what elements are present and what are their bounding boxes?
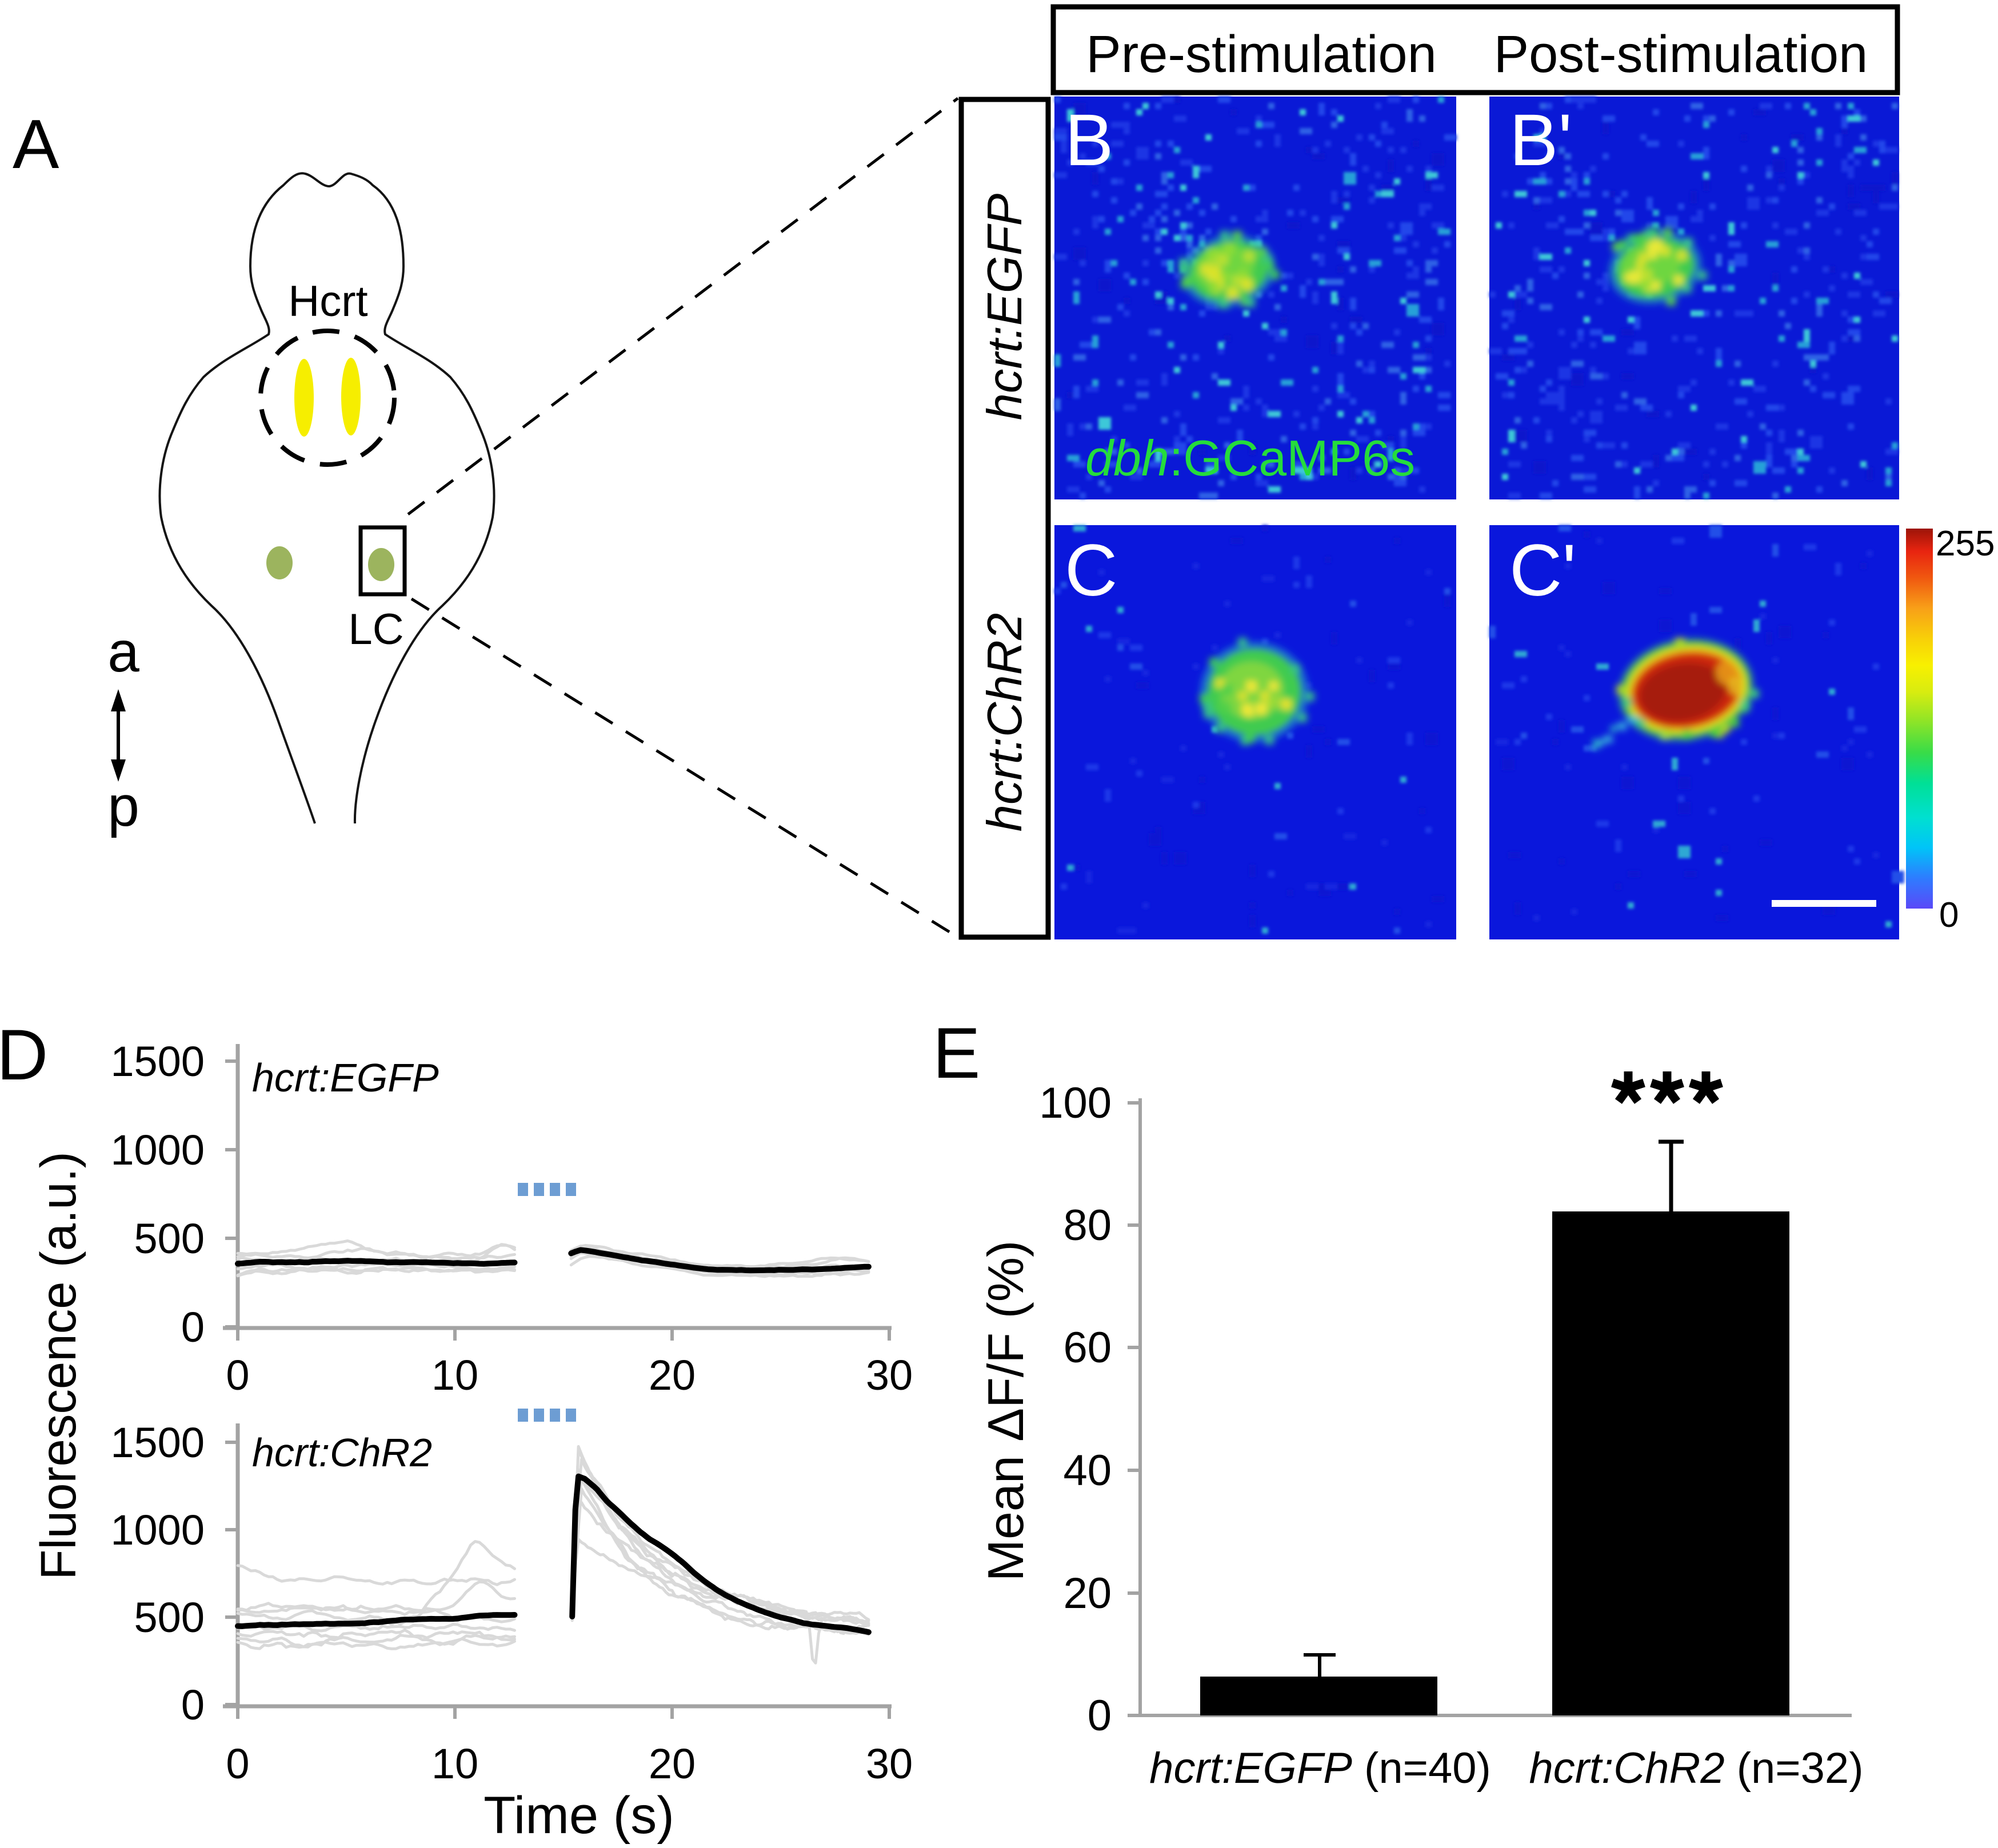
- svg-text:a: a: [107, 620, 139, 684]
- svg-text:Mean ΔF/F (%): Mean ΔF/F (%): [977, 1241, 1034, 1582]
- svg-text:B': B': [1509, 99, 1572, 181]
- svg-text:30: 30: [866, 1740, 913, 1787]
- svg-text:20: 20: [649, 1351, 696, 1399]
- svg-text:20: 20: [649, 1740, 696, 1787]
- svg-text:0: 0: [226, 1740, 249, 1787]
- svg-text:p: p: [107, 774, 139, 838]
- svg-text:20: 20: [1063, 1569, 1112, 1618]
- svg-text:255: 255: [1936, 524, 1995, 563]
- svg-text:1000: 1000: [110, 1506, 205, 1554]
- svg-text:hcrt:ChR2: hcrt:ChR2: [252, 1430, 432, 1475]
- svg-text:hcrt:ChR2: hcrt:ChR2: [978, 613, 1032, 832]
- svg-text:Time (s): Time (s): [483, 1786, 674, 1845]
- svg-text:A: A: [13, 105, 59, 183]
- svg-text:hcrt:EGFP (n=40): hcrt:EGFP (n=40): [1149, 1744, 1491, 1793]
- svg-text:Fluorescence (a.u.): Fluorescence (a.u.): [31, 1151, 86, 1579]
- svg-text:500: 500: [134, 1215, 205, 1262]
- svg-text:10: 10: [431, 1351, 478, 1399]
- svg-text:0: 0: [181, 1303, 205, 1351]
- svg-text:LC: LC: [348, 605, 403, 654]
- svg-text:Hcrt: Hcrt: [288, 277, 367, 326]
- svg-text:100: 100: [1039, 1079, 1112, 1127]
- svg-text:10: 10: [431, 1740, 478, 1787]
- svg-text:dbh:GCaMP6s: dbh:GCaMP6s: [1085, 430, 1415, 486]
- svg-text:B: B: [1065, 99, 1113, 181]
- svg-text:0: 0: [1088, 1691, 1112, 1740]
- svg-text:60: 60: [1063, 1323, 1112, 1372]
- svg-text:Post-stimulation: Post-stimulation: [1494, 25, 1868, 83]
- svg-text:0: 0: [181, 1681, 205, 1729]
- svg-text:C: C: [1065, 530, 1117, 611]
- svg-text:1000: 1000: [110, 1126, 205, 1174]
- svg-text:80: 80: [1063, 1201, 1112, 1250]
- svg-text:40: 40: [1063, 1446, 1112, 1495]
- svg-text:30: 30: [866, 1351, 913, 1399]
- svg-text:Pre-stimulation: Pre-stimulation: [1086, 25, 1437, 83]
- svg-text:D: D: [0, 1015, 48, 1095]
- svg-text:E: E: [933, 1014, 980, 1093]
- svg-text:0: 0: [1939, 895, 1959, 935]
- svg-text:500: 500: [134, 1594, 205, 1641]
- svg-text:hcrt:EGFP: hcrt:EGFP: [978, 193, 1032, 420]
- svg-text:C': C': [1509, 530, 1576, 611]
- svg-text:0: 0: [226, 1351, 249, 1399]
- svg-text:1500: 1500: [110, 1038, 205, 1085]
- svg-text:hcrt:ChR2 (n=32): hcrt:ChR2 (n=32): [1529, 1744, 1863, 1793]
- svg-text:hcrt:EGFP: hcrt:EGFP: [252, 1055, 439, 1100]
- svg-text:1500: 1500: [110, 1419, 205, 1466]
